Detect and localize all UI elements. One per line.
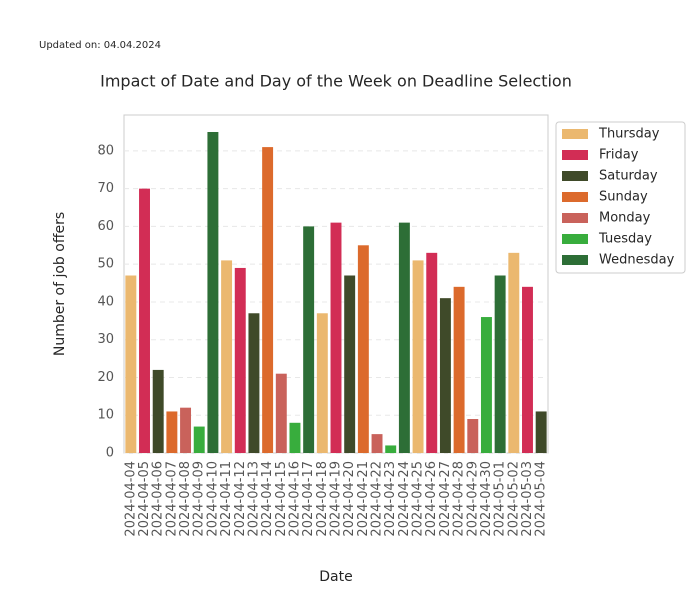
- bar: [535, 411, 547, 453]
- x-tick-label: 2024-04-13: [246, 461, 261, 537]
- bar: [248, 313, 260, 453]
- bar: [480, 317, 492, 453]
- x-tick-label: 2024-04-26: [424, 461, 439, 537]
- bar: [139, 188, 150, 453]
- x-tick-label: 2024-04-10: [205, 461, 220, 537]
- legend-swatch: [562, 213, 588, 223]
- legend-label: Sunday: [599, 190, 648, 205]
- x-tick-label: 2024-04-08: [178, 461, 193, 537]
- bar: [303, 226, 315, 453]
- bar: [316, 313, 328, 453]
- x-tick-label: 2024-04-15: [274, 461, 289, 537]
- legend-label: Saturday: [599, 169, 658, 184]
- x-tick-label: 2024-04-21: [356, 461, 371, 537]
- bar: [180, 407, 192, 453]
- y-tick-label: 80: [97, 143, 114, 158]
- legend-label: Friday: [599, 148, 639, 163]
- y-tick-label: 30: [97, 332, 114, 347]
- legend-swatch: [562, 255, 588, 265]
- bar: [522, 286, 533, 453]
- y-tick-label: 60: [97, 219, 114, 234]
- update-note: Updated on: 04.04.2024: [39, 40, 161, 51]
- bar: [439, 298, 451, 453]
- legend-label: Tuesday: [598, 232, 652, 247]
- legend-swatch: [562, 192, 588, 202]
- chart-title: Impact of Date and Day of the Week on De…: [100, 72, 572, 91]
- x-tick-label: 2024-04-30: [479, 461, 494, 537]
- legend-label: Monday: [599, 211, 651, 226]
- bar: [467, 419, 479, 453]
- x-tick-label: 2024-04-22: [370, 461, 385, 537]
- x-tick-label: 2024-04-12: [233, 461, 248, 537]
- x-tick-label: 2024-04-24: [397, 461, 412, 537]
- legend-swatch: [562, 234, 588, 244]
- x-tick-label: 2024-05-03: [520, 461, 535, 537]
- x-tick-label: 2024-04-09: [192, 461, 207, 537]
- bar: [385, 445, 397, 453]
- x-tick-label: 2024-04-14: [260, 461, 275, 537]
- legend-swatch: [562, 150, 588, 160]
- x-tick-label: 2024-05-01: [493, 461, 508, 537]
- bar: [508, 252, 520, 453]
- x-tick-label: 2024-04-07: [164, 461, 179, 537]
- x-tick-label: 2024-04-04: [123, 461, 138, 537]
- bar: [330, 222, 342, 453]
- y-tick-label: 70: [97, 181, 114, 196]
- legend-label: Wednesday: [599, 253, 675, 268]
- bar: [289, 422, 301, 453]
- y-tick-label: 10: [97, 408, 114, 423]
- bar: [166, 411, 178, 453]
- bar: [275, 373, 287, 453]
- x-tick-label: 2024-04-19: [329, 461, 344, 537]
- bar: [371, 434, 383, 453]
- x-tick-label: 2024-05-02: [506, 461, 521, 537]
- y-tick-label: 50: [97, 257, 114, 272]
- bar: [207, 131, 219, 453]
- bar: [344, 275, 356, 453]
- x-tick-label: 2024-04-05: [137, 461, 152, 537]
- bar: [412, 260, 424, 453]
- x-tick-label: 2024-04-28: [452, 461, 467, 537]
- legend-swatch: [562, 129, 588, 139]
- x-tick-label: 2024-04-06: [151, 461, 166, 537]
- x-tick-label: 2024-04-18: [315, 461, 330, 537]
- x-tick-label: 2024-04-20: [342, 461, 357, 537]
- bar: [494, 275, 506, 453]
- bar: [234, 267, 246, 453]
- bar: [221, 260, 233, 453]
- bar: [193, 426, 205, 453]
- x-tick-label: 2024-04-11: [219, 461, 234, 537]
- x-tick-label: 2024-04-17: [301, 461, 316, 537]
- y-tick-label: 20: [97, 370, 114, 385]
- y-axis-label: Number of job offers: [52, 212, 68, 356]
- bar: [453, 286, 465, 453]
- legend-label: Thursday: [598, 127, 660, 142]
- bar: [398, 222, 410, 453]
- x-tick-label: 2024-04-23: [383, 461, 398, 537]
- x-tick-label: 2024-04-16: [287, 461, 302, 537]
- y-tick-label: 0: [106, 446, 114, 461]
- x-tick-label: 2024-05-04: [534, 461, 549, 537]
- x-tick-label: 2024-04-25: [411, 461, 426, 537]
- bar: [125, 275, 137, 453]
- x-tick-label: 2024-04-29: [465, 461, 480, 537]
- x-axis-label: Date: [319, 569, 352, 585]
- bar: [152, 369, 164, 453]
- y-tick-label: 40: [97, 294, 114, 309]
- bar: [262, 147, 274, 453]
- legend-box: [555, 121, 686, 274]
- bar: [357, 245, 369, 453]
- legend-swatch: [562, 171, 588, 181]
- bar: [426, 252, 438, 453]
- x-tick-label: 2024-04-27: [438, 461, 453, 537]
